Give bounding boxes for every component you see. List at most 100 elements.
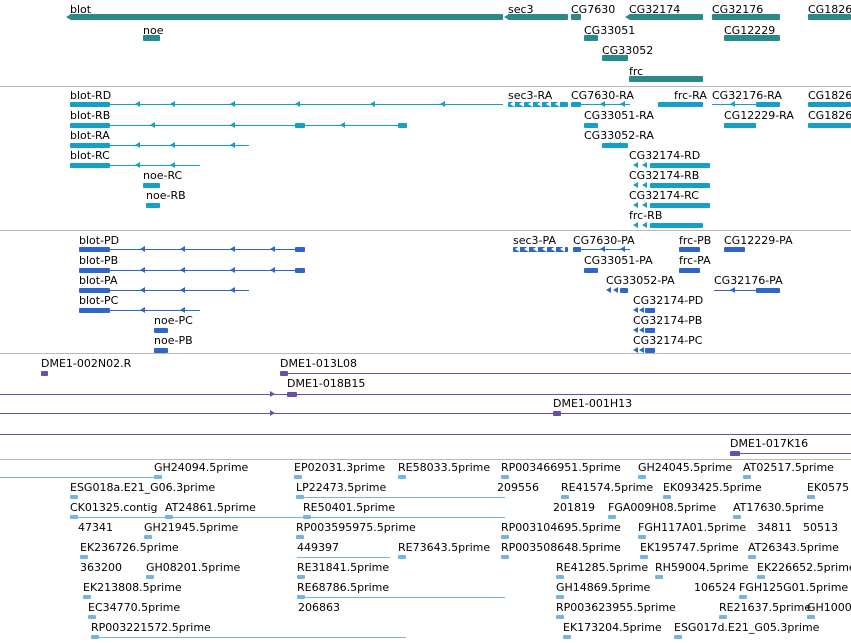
feature-label[interactable]: RE41574.5prime (561, 481, 654, 494)
feature-label[interactable]: CG32176-PA (714, 274, 783, 287)
feature-label[interactable]: CG32174-PC (633, 334, 703, 347)
feature-label[interactable]: RH59004.5prime (655, 561, 749, 574)
feature-label[interactable]: FGH117A01.5prime (638, 521, 747, 534)
feature-label[interactable]: RE73643.5prime (398, 541, 491, 554)
feature-label[interactable]: CG32174 (629, 3, 681, 16)
feature-label[interactable]: CG12229-RA (724, 109, 794, 122)
feature-label[interactable]: RP003104695.5prime (501, 521, 621, 534)
feature-label[interactable]: sec3 (508, 3, 534, 16)
feature-label[interactable]: FGH125G01.5prime (739, 581, 849, 594)
feature-label[interactable]: frc (629, 65, 644, 78)
feature-label[interactable]: GH21945.5prime (144, 521, 239, 534)
feature-label[interactable]: CG33052 (602, 44, 654, 57)
feature-label[interactable]: CG32176-RA (712, 89, 782, 102)
feature-label[interactable]: blot-RB (70, 109, 111, 122)
feature-label[interactable]: GH24094.5prime (154, 461, 249, 474)
feature-label[interactable]: CG33051 (584, 24, 636, 37)
feature-label[interactable]: EK093425.5prime (663, 481, 762, 494)
feature-label[interactable]: CG32174-RB (629, 169, 700, 182)
feature-label[interactable]: frc-RB (629, 209, 663, 222)
feature-label[interactable]: CG32174-RD (629, 149, 701, 162)
feature-label[interactable]: 106524 (694, 581, 736, 594)
feature-label[interactable]: LP22473.5prime (296, 481, 387, 494)
feature-label[interactable]: blot-PA (79, 274, 118, 287)
feature-label[interactable]: 206863 (298, 601, 340, 614)
feature-label[interactable]: CG33051-PA (584, 254, 653, 267)
feature-label[interactable]: CG33052-RA (584, 129, 654, 142)
feature-label[interactable]: CG32174-PD (633, 294, 704, 307)
feature-label[interactable]: noe (143, 24, 164, 37)
feature-label[interactable]: frc-PA (679, 254, 711, 267)
feature-label[interactable]: blot-RD (70, 89, 112, 102)
feature-label[interactable]: blot-PD (79, 234, 120, 247)
feature-label[interactable]: 50513 (803, 521, 838, 534)
feature-label[interactable]: CG32174-PB (633, 314, 703, 327)
feature-label[interactable]: CG1826 (808, 109, 851, 122)
feature-label[interactable]: AT24861.5prime (165, 501, 256, 514)
feature-label[interactable]: blot-RC (70, 149, 110, 162)
feature-label[interactable]: blot-RA (70, 129, 110, 142)
feature-label[interactable]: RP003595975.5prime (296, 521, 416, 534)
feature-label[interactable]: blot-PC (79, 294, 119, 307)
feature-label[interactable]: DME1-017K16 (730, 437, 809, 450)
feature-label[interactable]: CG1826 (808, 89, 851, 102)
feature-label[interactable]: AT26343.5prime (748, 541, 839, 554)
feature-label[interactable]: AT17630.5prime (733, 501, 824, 514)
feature-label[interactable]: DME1-001H13 (553, 397, 633, 410)
feature-label[interactable]: CG32174-RC (629, 189, 699, 202)
feature-label[interactable]: AT02517.5prime (743, 461, 834, 474)
feature-label[interactable]: CG1826 (808, 3, 851, 16)
feature-label[interactable]: RP003221572.5prime (91, 621, 211, 634)
feature-label[interactable]: blot (70, 3, 92, 16)
feature-label[interactable]: RE68786.5prime (297, 581, 390, 594)
feature-label[interactable]: 449397 (297, 541, 339, 554)
feature-label[interactable]: ESG017d.E21_G05.3prime (674, 621, 820, 634)
feature-label[interactable]: CG12229-PA (724, 234, 793, 247)
feature-label[interactable]: EP02031.3prime (294, 461, 386, 474)
feature-label[interactable]: 34811 (757, 521, 792, 534)
feature-label[interactable]: RE21637.5prime (719, 601, 812, 614)
feature-label[interactable]: EK195747.5prime (640, 541, 739, 554)
feature-label[interactable]: RE58033.5prime (398, 461, 491, 474)
feature-label[interactable]: noe-RB (146, 189, 186, 202)
feature-label[interactable]: RE31841.5prime (297, 561, 390, 574)
feature-label[interactable]: RP003508648.5prime (501, 541, 621, 554)
feature-label[interactable]: 209556 (497, 481, 539, 494)
feature-label[interactable]: ESG018a.E21_G06.3prime (70, 481, 216, 494)
feature-label[interactable]: 363200 (80, 561, 122, 574)
feature-label[interactable]: RP003623955.5prime (556, 601, 676, 614)
feature-label[interactable]: EC34770.5prime (88, 601, 181, 614)
feature-label[interactable]: noe-RC (143, 169, 183, 182)
feature-label[interactable]: EK213808.5prime (83, 581, 182, 594)
feature-label[interactable]: GH1000 (807, 601, 851, 614)
feature-label[interactable]: DME1-018B15 (287, 377, 366, 390)
feature-label[interactable]: CG33051-RA (584, 109, 654, 122)
feature-label[interactable]: FGA009H08.5prime (608, 501, 717, 514)
feature-label[interactable]: CG7630 (571, 3, 616, 16)
feature-label[interactable]: RE41285.5prime (556, 561, 649, 574)
feature-label[interactable]: noe-PC (154, 314, 193, 327)
feature-label[interactable]: GH14869.5prime (556, 581, 651, 594)
feature-label[interactable]: frc-RA (674, 89, 707, 102)
feature-label[interactable]: CG7630-PA (573, 234, 635, 247)
feature-label[interactable]: noe-PB (154, 334, 193, 347)
feature-label[interactable]: sec3-PA (513, 234, 556, 247)
feature-label[interactable]: blot-PB (79, 254, 119, 267)
feature-label[interactable]: DME1-013L08 (280, 357, 357, 370)
feature-label[interactable]: CG32176 (712, 3, 764, 16)
feature-label[interactable]: EK236726.5prime (80, 541, 179, 554)
feature-label[interactable]: sec3-RA (508, 89, 553, 102)
feature-label[interactable]: CK01325.contig (70, 501, 158, 514)
feature-label[interactable]: EK173204.5prime (563, 621, 662, 634)
feature-label[interactable]: CG12229 (724, 24, 776, 37)
feature-label[interactable]: EK226652.5prime (757, 561, 851, 574)
feature-label[interactable]: RP003466951.5prime (501, 461, 621, 474)
feature-label[interactable]: RE50401.5prime (303, 501, 396, 514)
feature-label[interactable]: 201819 (553, 501, 595, 514)
feature-label[interactable]: GH08201.5prime (146, 561, 241, 574)
feature-label[interactable]: CG7630-RA (571, 89, 634, 102)
feature-label[interactable]: frc-PB (679, 234, 712, 247)
feature-label[interactable]: CG33052-PA (606, 274, 675, 287)
feature-label[interactable]: GH24045.5prime (638, 461, 733, 474)
feature-label[interactable]: 47341 (78, 521, 113, 534)
